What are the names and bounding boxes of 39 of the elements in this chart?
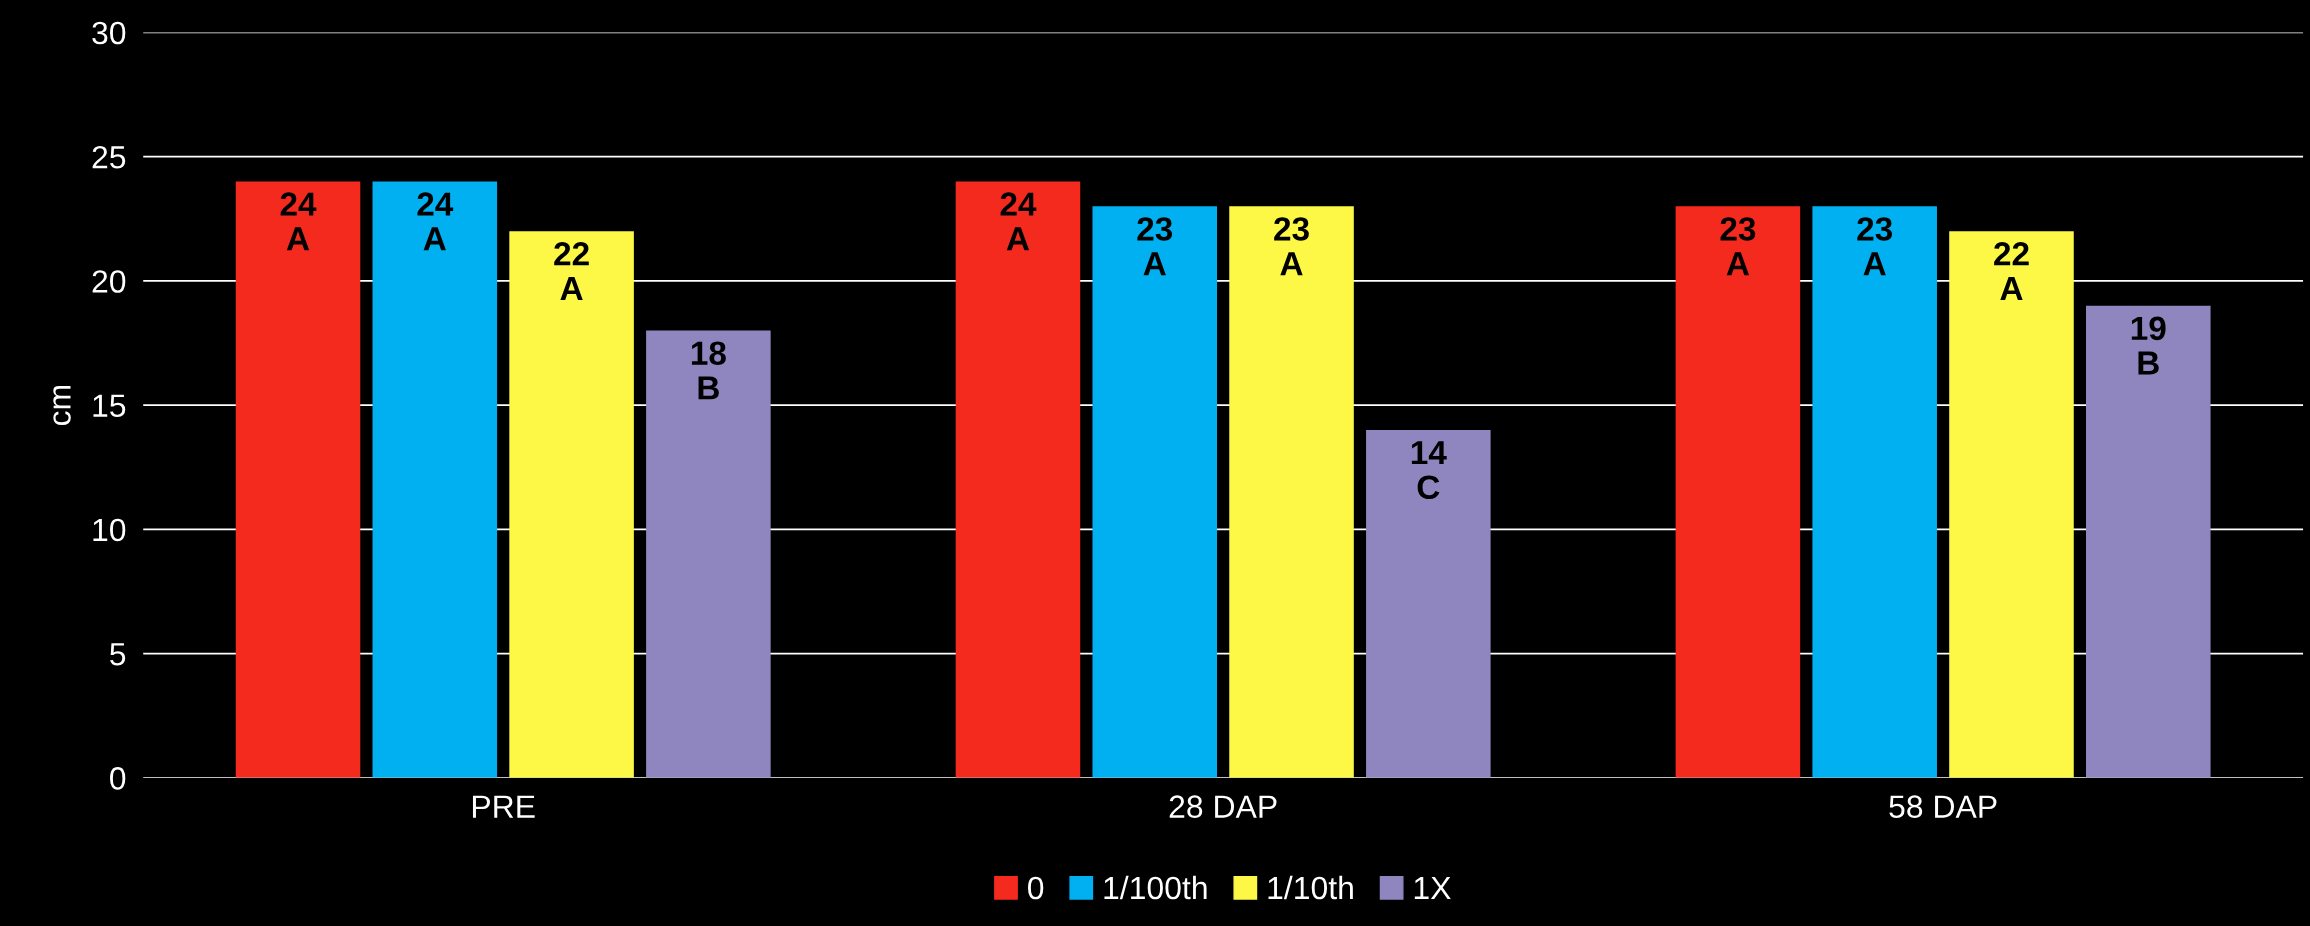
bar <box>646 330 771 778</box>
data-label: 19 B <box>2131 316 2166 375</box>
legend-label: 1/100th <box>1104 875 1207 900</box>
legend-label: 1X <box>1414 877 1451 899</box>
bar <box>1229 206 1354 778</box>
data-label: 24 A <box>417 192 454 251</box>
bar <box>955 181 1081 778</box>
data-label: 22 A <box>554 242 589 300</box>
data-label: 23 A <box>1274 217 1309 276</box>
y-tick-label: 25 <box>92 145 126 169</box>
data-label: 14 C <box>1411 441 1447 500</box>
x-tick-label: 58 DAP <box>1889 795 1997 818</box>
data-label: 24 A <box>1000 192 1037 251</box>
data-label: 18 B <box>691 341 726 400</box>
bar <box>509 231 634 778</box>
bar <box>1675 206 1801 778</box>
data-label: 22 A <box>1994 242 2029 300</box>
bar <box>1949 231 2074 778</box>
data-label: 23 A <box>1137 217 1173 276</box>
y-tick-label: 15 <box>93 394 126 418</box>
data-label: 23 A <box>1857 217 1893 276</box>
y-tick-label: 10 <box>93 518 126 542</box>
x-tick-label: 28 DAP <box>1169 795 1277 818</box>
bar <box>1092 206 1218 778</box>
y-tick-label: 30 <box>92 21 126 45</box>
y-axis-title: cm <box>53 385 71 426</box>
y-tick-label: 0 <box>110 767 126 790</box>
data-label: 24 A <box>280 192 317 251</box>
bar <box>1812 206 1937 778</box>
y-tick-label: 5 <box>110 643 126 666</box>
bar <box>1366 429 1491 778</box>
legend-label: 1/10th <box>1268 875 1353 900</box>
bar <box>235 181 361 778</box>
bar <box>372 181 498 778</box>
bar <box>2086 305 2211 778</box>
data-label: 23 A <box>1720 217 1756 276</box>
y-tick-label: 20 <box>92 270 126 293</box>
legend-label: 0 <box>1028 876 1044 900</box>
x-tick-label: PRE <box>472 795 535 818</box>
